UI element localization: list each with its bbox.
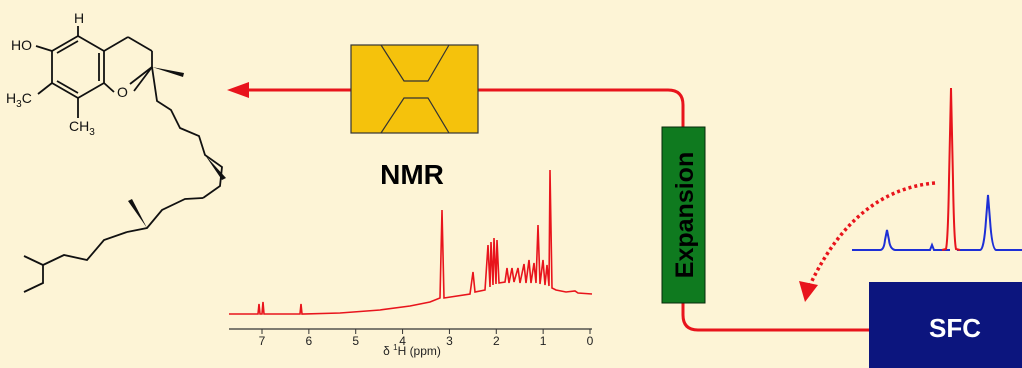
methyl-bottom-label: CH3 xyxy=(69,118,95,138)
molecule-labels: H HO O H3C CH3 xyxy=(6,10,128,138)
chromatogram-trace-blue xyxy=(852,194,1022,251)
nmr-tick-label: 6 xyxy=(306,334,313,348)
ring-oxygen-label: O xyxy=(117,84,128,100)
hydroxyl-label: HO xyxy=(11,37,32,53)
chromatogram xyxy=(852,87,1022,251)
nmr-tick-label: 2 xyxy=(493,334,500,348)
nmr-axis-title: δ 1H (ppm) xyxy=(383,343,441,358)
arrow-left-icon xyxy=(227,82,249,98)
nmr-spectrum-plot: 7 6 5 4 3 2 1 0 δ 1H (ppm) xyxy=(229,169,594,358)
sfc-box: SFC xyxy=(869,282,1022,368)
chromatogram-trace-red xyxy=(941,87,961,251)
tocopherol-structure xyxy=(23,26,226,293)
nmr-tick-label: 5 xyxy=(352,334,359,348)
nmr-label: NMR xyxy=(380,159,444,190)
nmr-tick-label: 4 xyxy=(399,334,406,348)
flow-line-top xyxy=(245,88,685,128)
hydrogen-label: H xyxy=(74,10,84,26)
expansion-label: Expansion xyxy=(671,152,699,278)
nmr-tick-label: 1 xyxy=(540,334,547,348)
nmr-tick-label: 3 xyxy=(446,334,453,348)
nmr-axis-ticks: 7 6 5 4 3 2 1 0 xyxy=(259,329,594,348)
nmr-spectrum-trace xyxy=(229,169,593,315)
nmr-tick-label: 0 xyxy=(587,334,594,348)
flow-line-bottom xyxy=(681,302,872,332)
sfc-label: SFC xyxy=(929,313,981,343)
dotted-curved-arrow-icon xyxy=(799,181,936,302)
nmr-flow-cell xyxy=(350,44,479,134)
expansion-box: Expansion xyxy=(661,126,706,304)
nmr-tick-label: 7 xyxy=(259,334,266,348)
methyl-left-label: H3C xyxy=(6,90,32,110)
